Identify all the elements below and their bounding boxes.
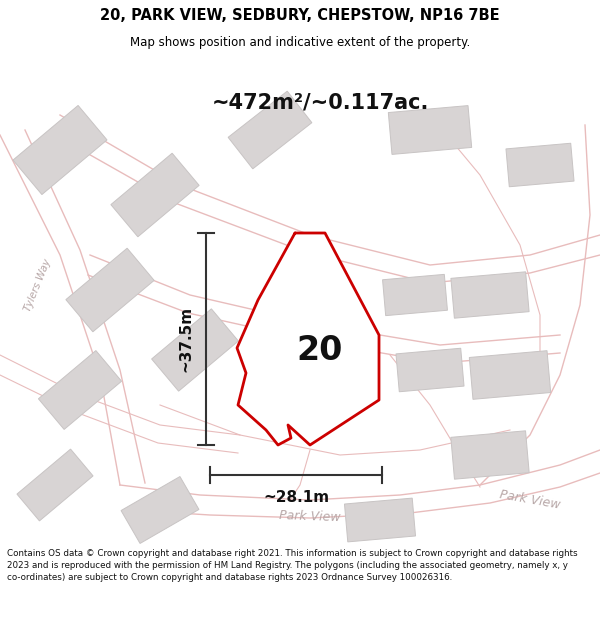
Polygon shape [13, 106, 107, 194]
Text: 20: 20 [297, 334, 343, 366]
Polygon shape [38, 351, 122, 429]
Polygon shape [451, 272, 529, 318]
Text: Park View: Park View [499, 488, 562, 512]
Text: ~37.5m: ~37.5m [179, 306, 193, 372]
Polygon shape [383, 274, 448, 316]
Polygon shape [237, 233, 379, 445]
Text: Tylers Way: Tylers Way [23, 258, 53, 312]
Polygon shape [252, 319, 338, 401]
Polygon shape [469, 351, 551, 399]
Polygon shape [66, 248, 154, 332]
Text: ~472m²/~0.117ac.: ~472m²/~0.117ac. [211, 93, 428, 113]
Polygon shape [152, 309, 238, 391]
Polygon shape [396, 348, 464, 392]
Polygon shape [111, 153, 199, 237]
Polygon shape [451, 431, 529, 479]
Text: Map shows position and indicative extent of the property.: Map shows position and indicative extent… [130, 36, 470, 49]
Polygon shape [228, 91, 312, 169]
Text: 20, PARK VIEW, SEDBURY, CHEPSTOW, NP16 7BE: 20, PARK VIEW, SEDBURY, CHEPSTOW, NP16 7… [100, 8, 500, 23]
Polygon shape [17, 449, 93, 521]
Text: Contains OS data © Crown copyright and database right 2021. This information is : Contains OS data © Crown copyright and d… [7, 549, 578, 582]
Text: Park View: Park View [279, 509, 341, 524]
Polygon shape [344, 498, 416, 542]
Polygon shape [121, 476, 199, 544]
Polygon shape [388, 106, 472, 154]
Text: ~28.1m: ~28.1m [263, 489, 329, 504]
Polygon shape [506, 143, 574, 187]
